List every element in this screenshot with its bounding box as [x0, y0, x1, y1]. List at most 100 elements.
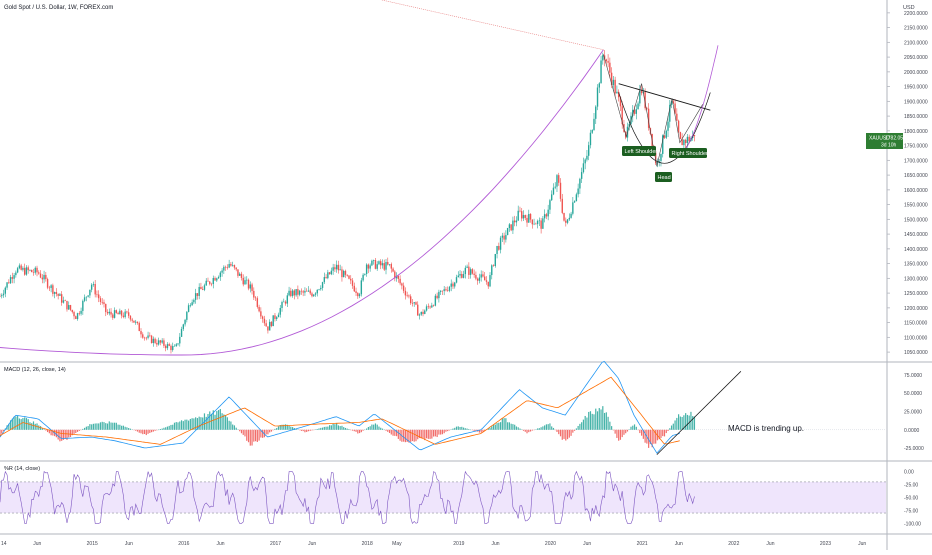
macd-histogram-bar — [139, 430, 140, 433]
macd-histogram-bar — [532, 430, 533, 431]
candle-body — [572, 202, 573, 213]
candle-body — [588, 145, 589, 156]
candle-body — [56, 292, 57, 294]
macd-histogram-bar — [489, 428, 490, 430]
candle-body — [135, 322, 136, 323]
candle-body — [406, 295, 407, 296]
price-tick-label: 1500.0000 — [904, 217, 928, 223]
candle-body — [116, 310, 117, 313]
macd-histogram-bar — [525, 430, 526, 432]
candle-body — [454, 283, 455, 287]
candle-body — [93, 284, 94, 285]
macd-histogram-bar — [512, 424, 513, 430]
macd-histogram-bar — [119, 425, 120, 430]
candle-body — [197, 293, 198, 296]
macd-histogram-bar — [155, 430, 156, 431]
price-tick-label: 1350.0000 — [904, 262, 928, 268]
macd-histogram-bar — [456, 427, 457, 430]
macd-histogram-bar — [117, 425, 118, 430]
macd-histogram-bar — [244, 430, 245, 437]
macd-histogram-bar — [424, 430, 425, 440]
macd-histogram-bar — [58, 430, 59, 440]
macd-histogram-bar — [278, 426, 279, 429]
macd-histogram-bar — [371, 425, 372, 430]
candle-body — [283, 302, 284, 303]
time-tick-label: Jun — [217, 541, 225, 547]
candle-body — [15, 273, 16, 276]
macd-histogram-bar — [429, 430, 430, 439]
macd-histogram-bar — [437, 430, 438, 437]
candle-body — [410, 296, 411, 303]
candle-body — [31, 270, 32, 272]
candle-body — [244, 280, 245, 284]
candle-body — [472, 269, 473, 273]
price-tag-countdown: 3d 10h — [881, 143, 897, 149]
right-shoulder-label[interactable]: Right Shoulder — [669, 148, 708, 158]
macd-histogram-bar — [459, 427, 460, 430]
candle-body — [463, 274, 464, 278]
macd-histogram-bar — [680, 417, 681, 430]
macd-histogram-bar — [227, 417, 228, 429]
macd-histogram-bar — [84, 428, 85, 430]
candle-body — [431, 305, 432, 307]
macd-tick-label: 75.0000 — [904, 373, 922, 379]
candle-body — [288, 291, 289, 296]
candle-body — [190, 305, 191, 306]
candle-body — [184, 320, 185, 325]
candle-body — [17, 268, 18, 272]
macd-histogram-bar — [454, 428, 455, 430]
macd-histogram-bar — [251, 430, 252, 446]
macd-histogram-bar — [368, 427, 369, 430]
candle-body — [45, 275, 46, 279]
candle-body — [66, 301, 67, 309]
candle-body — [569, 218, 570, 220]
left-shoulder-label[interactable]: Left Shoulder — [622, 146, 657, 156]
last-price-tag[interactable]: XAUUSD 1782.0500 3d 10h — [866, 133, 909, 149]
macd-histogram-bar — [322, 428, 323, 430]
price-tick-label: 1700.0000 — [904, 158, 928, 164]
head-label[interactable]: Head — [655, 172, 672, 182]
macd-histogram-bar — [600, 409, 601, 429]
macd-histogram-bar — [611, 426, 612, 430]
macd-histogram-bar — [317, 429, 318, 430]
symbol-title: Gold Spot / U.S. Dollar, 1W, FOREX.com — [4, 5, 113, 11]
candle-body — [107, 312, 108, 313]
candle-body — [75, 316, 76, 319]
time-tick-label: Jun — [33, 541, 41, 547]
candle-body — [280, 308, 281, 315]
candle-body — [417, 305, 418, 316]
macd-histogram-bar — [465, 428, 466, 430]
macd-histogram-bar — [169, 426, 170, 430]
macd-histogram-bar — [674, 420, 675, 429]
candle-body — [408, 295, 409, 296]
macd-histogram-bar — [149, 430, 150, 433]
macd-histogram-bar — [377, 425, 378, 430]
macd-histogram-bar — [537, 428, 538, 429]
candle-body — [592, 130, 593, 133]
candle-body — [103, 302, 104, 304]
macd-histogram-bar — [352, 430, 353, 431]
macd-histogram-bar — [225, 416, 226, 430]
macd-histogram-bar — [103, 422, 104, 430]
macd-histogram-bar — [234, 425, 235, 429]
macd-histogram-bar — [79, 430, 80, 431]
macd-tick-label: 25.0000 — [904, 410, 922, 416]
candle-body — [73, 312, 74, 316]
candle-body — [257, 298, 258, 307]
macd-histogram-bar — [345, 428, 346, 430]
candle-body — [123, 316, 124, 317]
candle-body — [264, 319, 265, 323]
macd-histogram-bar — [523, 430, 524, 431]
candle-body — [246, 280, 247, 281]
candle-body — [130, 316, 131, 320]
candle-body — [451, 284, 452, 287]
candle-body — [482, 274, 483, 276]
macd-histogram-bar — [211, 414, 212, 430]
macd-histogram-bar — [572, 430, 573, 433]
candle-body — [574, 201, 575, 202]
candle-body — [102, 302, 103, 303]
currency-label: USD — [903, 5, 915, 11]
macd-histogram-bar — [288, 426, 289, 430]
candle-body — [47, 279, 48, 288]
